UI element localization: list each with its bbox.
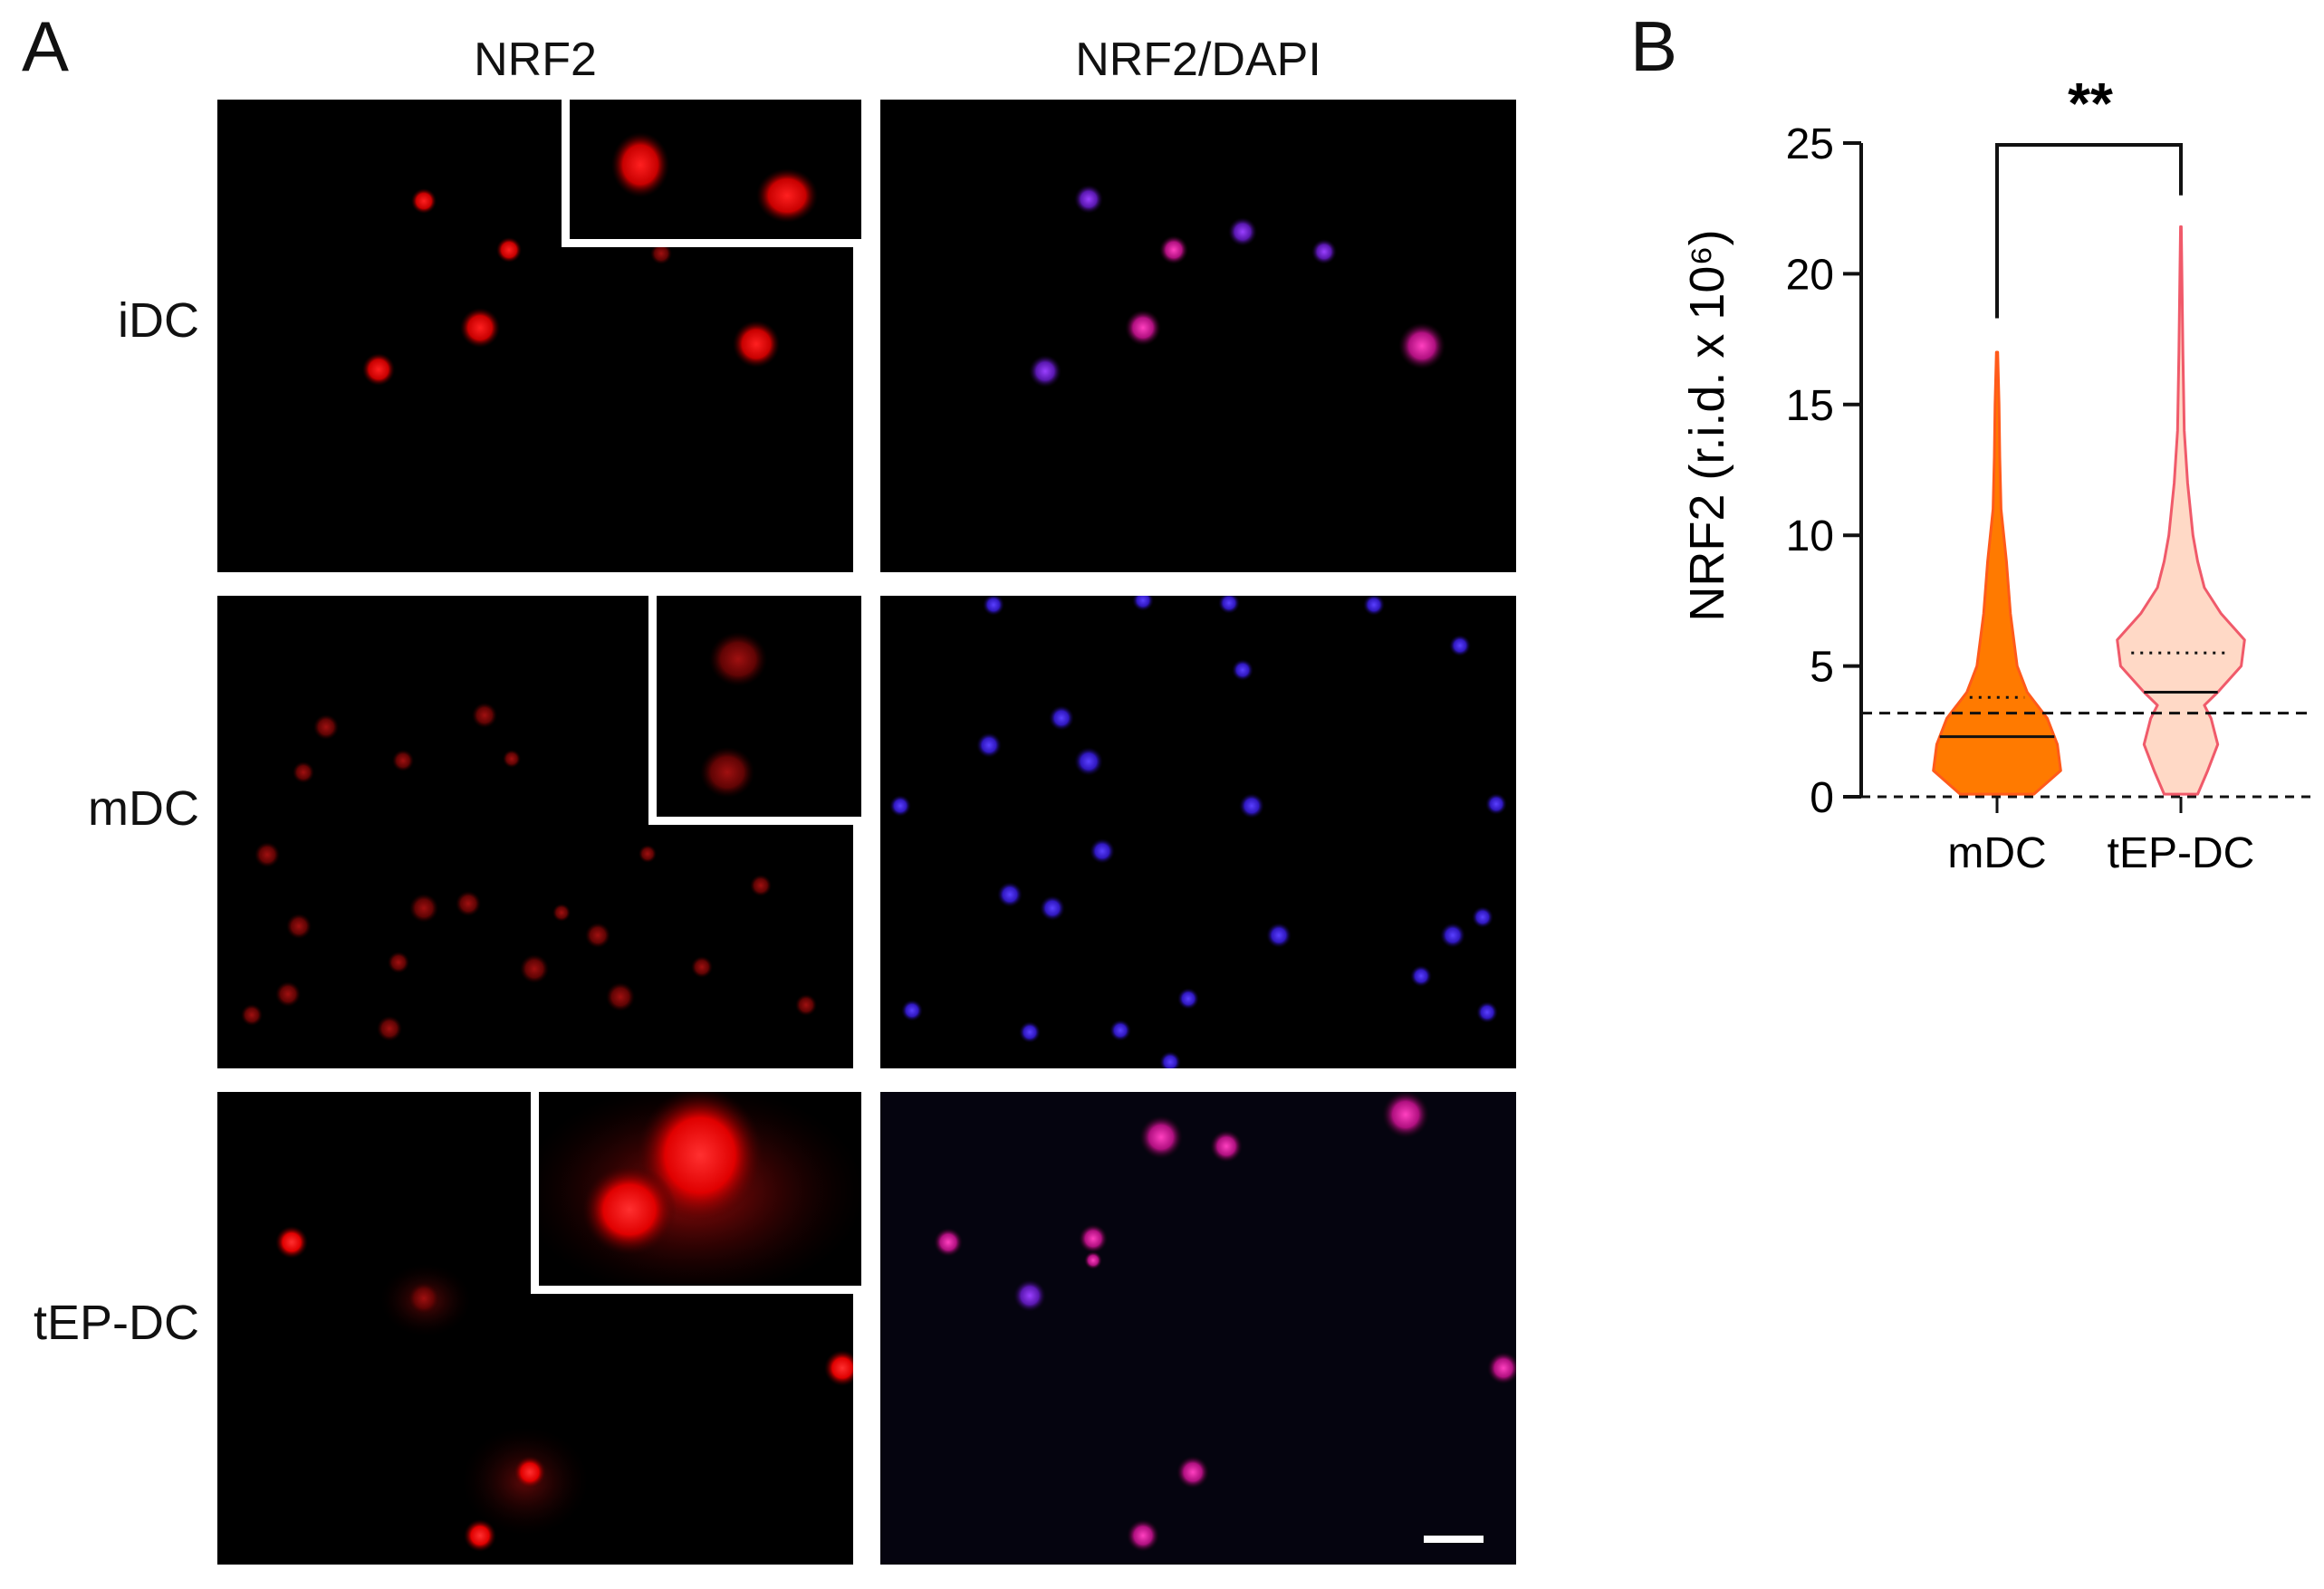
panel-b-letter: B [1630, 6, 1678, 86]
micrograph-tep-dc-merge [880, 1092, 1516, 1565]
micrograph-idc-merge [880, 100, 1516, 572]
inset-tep-dc-zoom [531, 1084, 869, 1294]
micrograph-mdc-merge [880, 596, 1516, 1068]
inset-mdc-zoom [648, 588, 869, 825]
scale-bar [1424, 1536, 1484, 1543]
x-tick-label-tep-dc: tEP-DC [2108, 829, 2255, 877]
x-tick-label-mdc: mDC [1947, 829, 2046, 877]
violin-tep-dc [2116, 225, 2246, 796]
y-tick-label: 15 [1786, 382, 1834, 430]
significance-bracket [1995, 143, 2183, 319]
y-tick-label: 20 [1786, 251, 1834, 299]
y-tick-label: 25 [1786, 120, 1834, 168]
row-label-idc: iDC [118, 293, 199, 348]
y-tick-label: 0 [1810, 774, 1834, 822]
violin-mdc [1932, 350, 2062, 796]
row-label-tep-dc: tEP-DC [33, 1296, 199, 1350]
y-axis-label: NRF2 (r.i.d. x 10⁶) [1680, 229, 1734, 621]
idc-nrf2-cells [362, 188, 780, 386]
panel-a-letter: A [22, 6, 70, 86]
inset-idc-zoom [562, 91, 869, 247]
y-tick-label: 5 [1810, 644, 1834, 692]
column-header-nrf2-dapi: NRF2/DAPI [1075, 34, 1321, 86]
y-tick-label: 10 [1786, 512, 1834, 560]
column-header-nrf2: NRF2 [474, 34, 597, 86]
row-label-mdc: mDC [88, 781, 199, 836]
significance-label: ** [2068, 72, 2113, 136]
violin-chart: ** NRF2 (r.i.d. x 10⁶) 0 5 10 15 20 25 mDC tEP-… [1630, 72, 2319, 887]
